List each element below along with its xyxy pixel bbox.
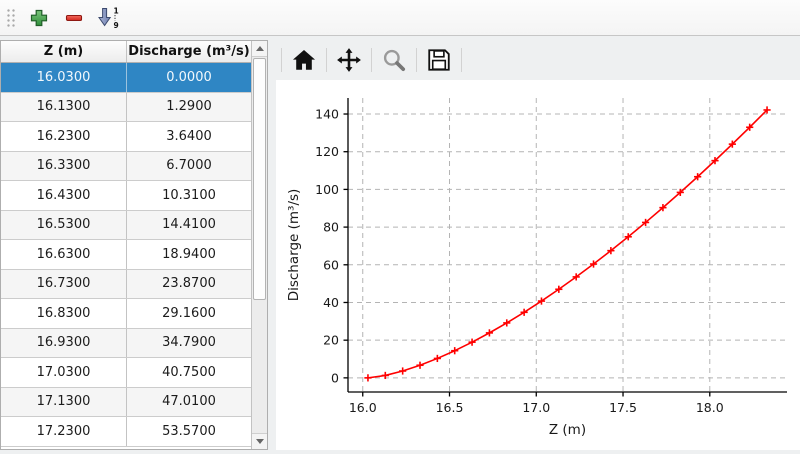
- cell-discharge[interactable]: 14.4100: [162, 217, 216, 233]
- cell-z[interactable]: 16.2300: [1, 122, 127, 151]
- svg-text:40: 40: [323, 295, 339, 310]
- toolbar-separator: [326, 48, 327, 72]
- cell-z[interactable]: 17.2300: [1, 417, 127, 446]
- table-row[interactable]: 17.1300 47.0100: [1, 387, 251, 417]
- column-header-z[interactable]: Z (m): [1, 41, 127, 62]
- table-row[interactable]: 16.2300 3.6400: [1, 122, 251, 152]
- cell-z[interactable]: 16.8300: [1, 299, 127, 328]
- cell-discharge[interactable]: 40.7500: [162, 364, 216, 380]
- svg-text:18.0: 18.0: [696, 400, 724, 415]
- magnifier-icon: [383, 49, 406, 72]
- home-button[interactable]: [287, 44, 321, 76]
- svg-text:16.0: 16.0: [349, 400, 377, 415]
- table-header-row: Z (m) Discharge (m³/s): [1, 41, 251, 63]
- table-row[interactable]: 16.8300 29.1600: [1, 299, 251, 329]
- svg-text:80: 80: [323, 220, 339, 235]
- cell-discharge[interactable]: 47.0100: [162, 394, 216, 410]
- svg-text:120: 120: [315, 144, 339, 159]
- minus-icon: [65, 14, 83, 21]
- scrollbar-thumb[interactable]: [253, 58, 266, 300]
- rating-table: Z (m) Discharge (m³/s) 16.0300 0.0000 16.1…: [0, 40, 268, 450]
- toolbar-drag-handle[interactable]: [5, 6, 15, 29]
- plot-canvas[interactable]: 16.0 16.5 17.0 17.5 18.0 0 20 40 60 80 100 120 140 Z …: [276, 80, 800, 450]
- triangle-up-icon: [255, 46, 264, 51]
- cell-z[interactable]: 17.0300: [1, 358, 127, 387]
- cell-z[interactable]: 16.6300: [1, 240, 127, 269]
- table-scrollbar[interactable]: [251, 41, 267, 449]
- table-row[interactable]: 16.9300 34.7900: [1, 328, 251, 358]
- cell-z[interactable]: 16.4300: [1, 181, 127, 210]
- plus-icon: [30, 9, 48, 26]
- home-icon: [292, 50, 316, 70]
- svg-text:0: 0: [331, 370, 339, 385]
- save-button[interactable]: [422, 44, 456, 76]
- zoom-button[interactable]: [377, 44, 411, 76]
- pan-button[interactable]: [332, 44, 366, 76]
- cell-discharge[interactable]: 18.9400: [162, 246, 216, 262]
- svg-text:17.0: 17.0: [522, 400, 550, 415]
- table-row[interactable]: 16.1300 1.2900: [1, 92, 251, 122]
- scroll-up-button[interactable]: [252, 41, 267, 57]
- cell-z[interactable]: 17.1300: [1, 387, 127, 416]
- svg-text:9: 9: [114, 21, 119, 29]
- svg-text:20: 20: [323, 333, 339, 348]
- table-body: 16.0300 0.0000 16.1300 1.2900 16.2300 3.6400 1…: [1, 63, 251, 449]
- toolbar-separator: [371, 48, 372, 72]
- cell-z[interactable]: 16.3300: [1, 151, 127, 180]
- cell-discharge[interactable]: 6.7000: [166, 158, 212, 174]
- cell-discharge[interactable]: 34.7900: [162, 335, 216, 351]
- rating-curve-chart: 16.0 16.5 17.0 17.5 18.0 0 20 40 60 80 100 120 140 Z …: [286, 98, 787, 438]
- svg-text:Discharge (m³/s): Discharge (m³/s): [286, 189, 302, 302]
- plot-toolbar: [276, 40, 800, 80]
- cell-z[interactable]: 16.9300: [1, 328, 127, 357]
- svg-text:60: 60: [323, 257, 339, 272]
- cell-discharge[interactable]: 29.1600: [162, 305, 216, 321]
- sort-rows-button[interactable]: 1 9: [93, 3, 125, 33]
- cell-discharge[interactable]: 3.6400: [166, 128, 212, 144]
- scrollbar-track[interactable]: [252, 57, 267, 433]
- cell-discharge[interactable]: 1.2900: [166, 99, 212, 115]
- table-row[interactable]: 17.0300 40.7500: [1, 358, 251, 388]
- app-toolbar: 1 9: [0, 0, 800, 36]
- table-row[interactable]: 17.2300 53.5700: [1, 417, 251, 447]
- cell-discharge[interactable]: 23.8700: [162, 276, 216, 292]
- cell-discharge[interactable]: 53.5700: [162, 423, 216, 439]
- cell-discharge[interactable]: 0.0000: [166, 69, 212, 85]
- column-header-discharge[interactable]: Discharge (m³/s): [128, 44, 250, 59]
- svg-text:17.5: 17.5: [609, 400, 637, 415]
- cell-z[interactable]: 16.1300: [1, 92, 127, 121]
- table-row[interactable]: 16.4300 10.3100: [1, 181, 251, 211]
- sort-ascending-icon: 1 9: [98, 7, 119, 29]
- table-row[interactable]: 16.5300 14.4100: [1, 210, 251, 240]
- toolbar-separator: [416, 48, 417, 72]
- svg-text:1: 1: [114, 7, 119, 16]
- svg-text:16.5: 16.5: [436, 400, 464, 415]
- table-row[interactable]: 16.3300 6.7000: [1, 151, 251, 181]
- cell-z[interactable]: 16.5300: [1, 210, 127, 239]
- table-row[interactable]: 16.6300 18.9400: [1, 240, 251, 270]
- table-row[interactable]: 16.0300 0.0000: [1, 63, 251, 93]
- toolbar-separator: [281, 48, 282, 72]
- scroll-down-button[interactable]: [252, 433, 267, 449]
- add-row-button[interactable]: [23, 3, 55, 33]
- svg-text:Z (m): Z (m): [549, 422, 586, 438]
- cell-z[interactable]: 16.0300: [1, 63, 127, 92]
- floppy-disk-icon: [428, 49, 450, 71]
- table-row[interactable]: 16.7300 23.8700: [1, 269, 251, 299]
- cell-discharge[interactable]: 10.3100: [162, 187, 216, 203]
- svg-text:100: 100: [315, 182, 339, 197]
- triangle-down-icon: [255, 439, 264, 444]
- svg-text:140: 140: [315, 107, 339, 122]
- cell-z[interactable]: 16.7300: [1, 269, 127, 298]
- toolbar-separator: [461, 48, 462, 72]
- move-icon: [337, 48, 361, 72]
- remove-row-button[interactable]: [58, 3, 90, 33]
